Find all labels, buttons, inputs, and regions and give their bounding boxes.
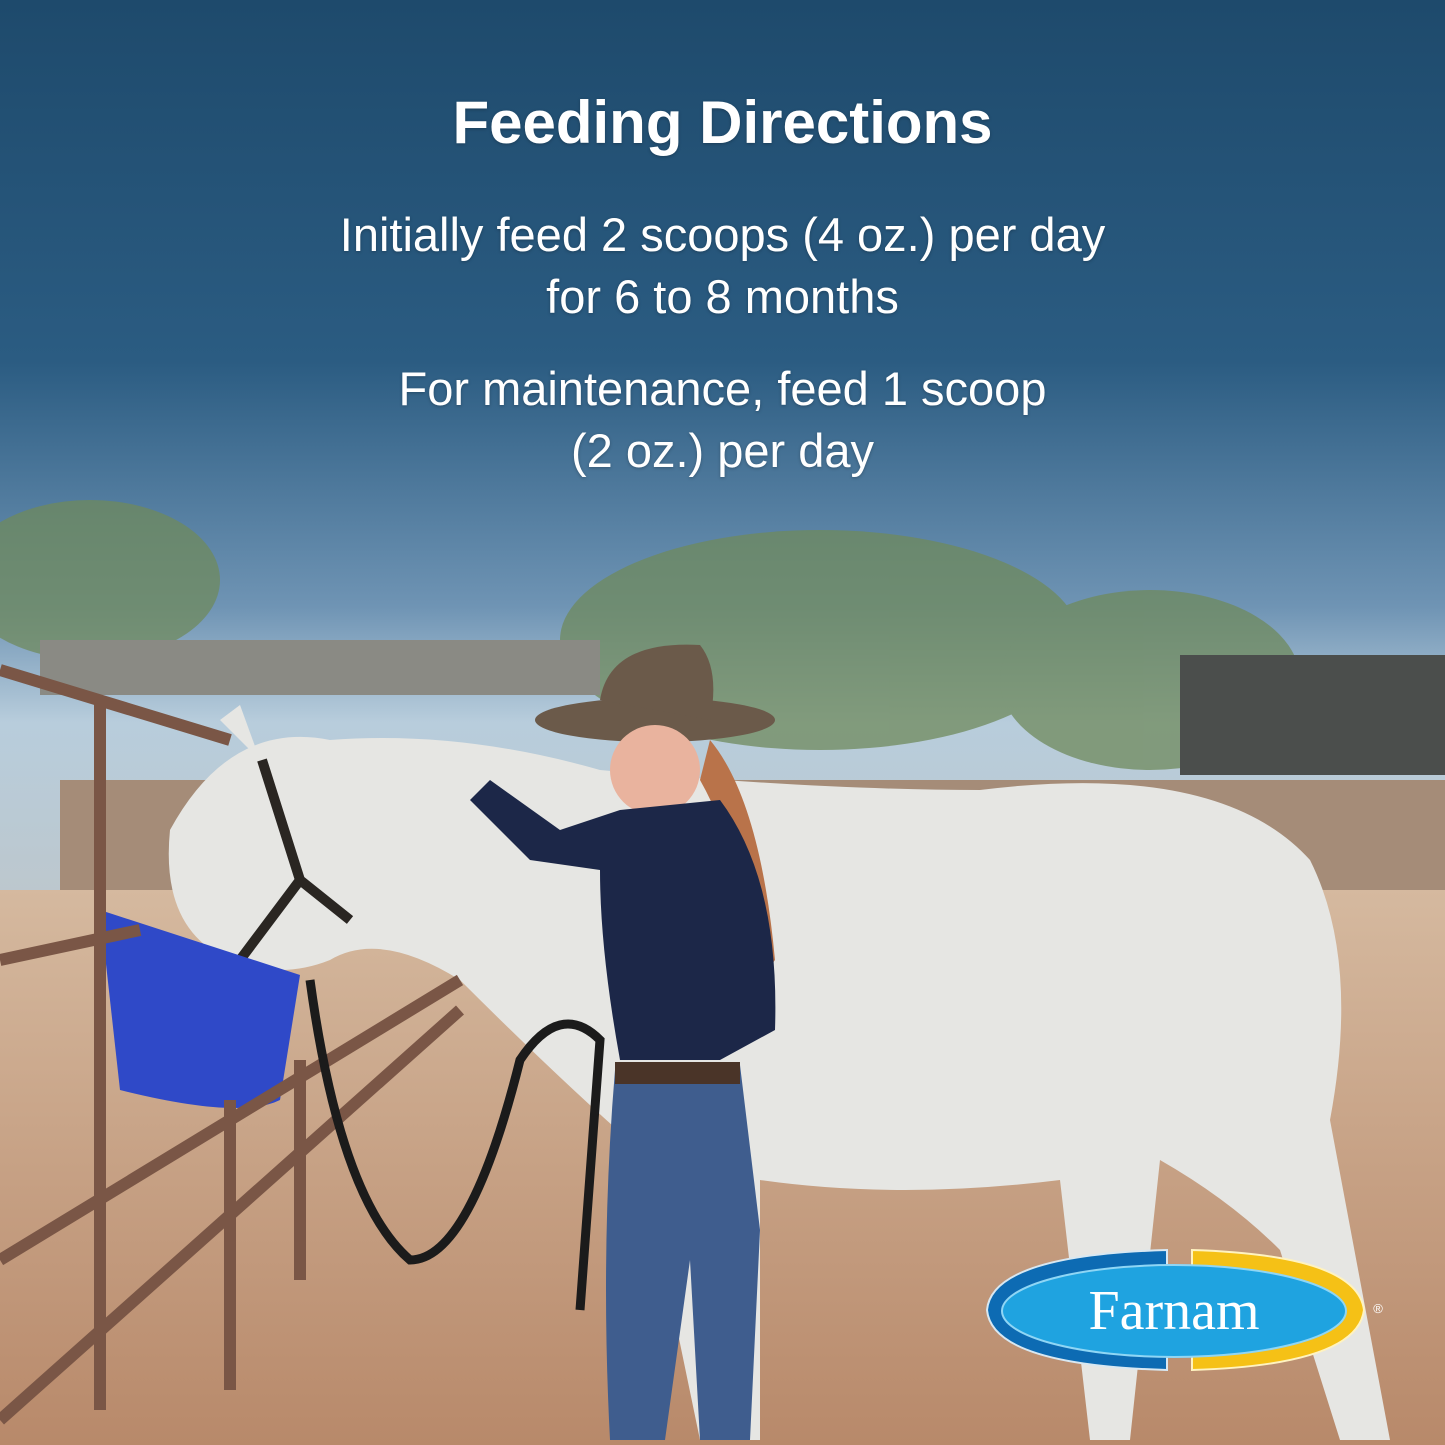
barn xyxy=(1180,655,1445,775)
direction-line: (2 oz.) per day xyxy=(570,424,875,477)
farnam-logo: Farnam ® xyxy=(985,1248,1383,1372)
halter xyxy=(236,758,354,963)
feed-bucket xyxy=(100,910,300,1108)
logo-text: Farnam xyxy=(1088,1280,1259,1342)
page-title: Feeding Directions xyxy=(452,89,993,156)
lead-rope xyxy=(305,979,605,1311)
initial-feeding-direction: Initially feed 2 scoops (4 oz.) per day … xyxy=(0,204,1445,328)
direction-line: For maintenance, feed 1 scoop xyxy=(398,362,1047,415)
direction-line: for 6 to 8 months xyxy=(546,270,899,323)
maintenance-feeding-direction: For maintenance, feed 1 scoop (2 oz.) pe… xyxy=(0,358,1445,482)
fence xyxy=(0,664,464,1425)
barn-roof xyxy=(40,640,600,695)
rider xyxy=(470,644,776,1440)
direction-line: Initially feed 2 scoops (4 oz.) per day xyxy=(339,208,1106,261)
registered-mark: ® xyxy=(1373,1301,1383,1316)
